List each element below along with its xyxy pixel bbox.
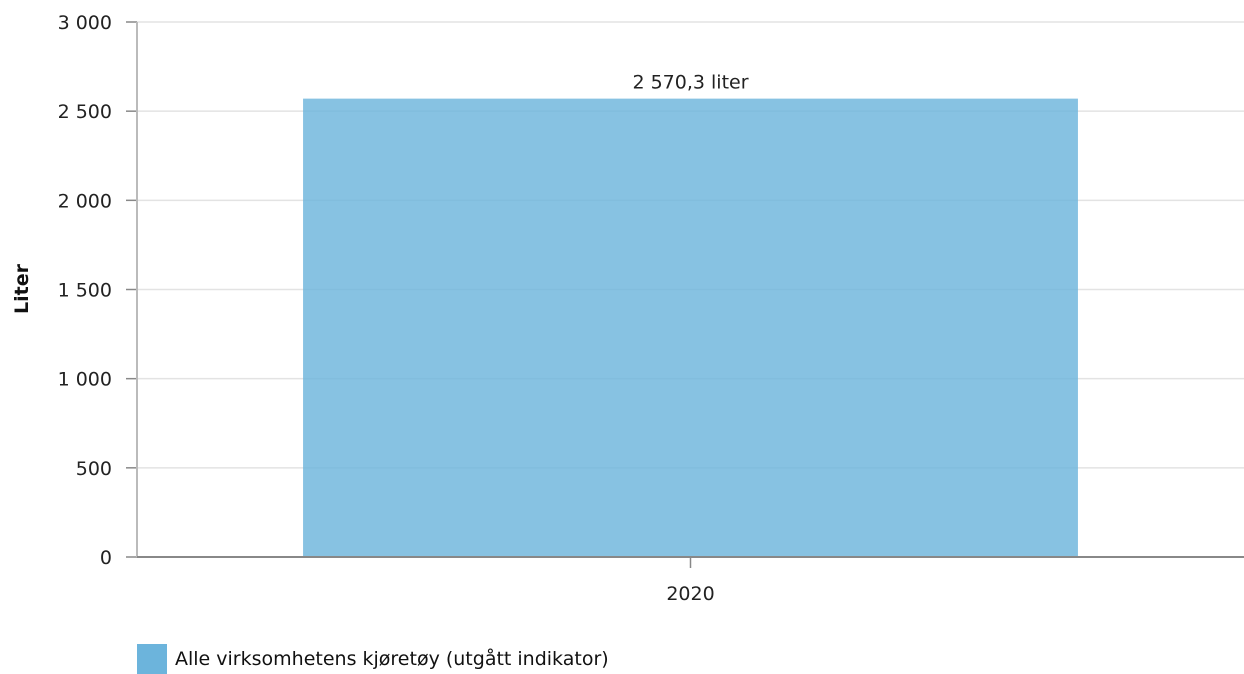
x-tick-label: 2020 (666, 583, 714, 605)
bars (303, 98, 1078, 558)
bar-data-label: 2 570,3 liter (632, 72, 748, 94)
y-tick-label: 0 (100, 547, 112, 569)
legend[interactable]: Alle virksomhetens kjøretøy (utgått indi… (137, 644, 609, 674)
y-tick-label: 3 000 (58, 12, 112, 34)
y-tick-label: 1 000 (58, 369, 112, 391)
bar-chart: 0 500 1 000 1 500 2 000 2 500 3 000 2 570,3 lit… (11, 12, 1244, 605)
y-axis-title: Liter (11, 263, 33, 314)
labels: 0 500 1 000 1 500 2 000 2 500 3 000 2 570,3 lit… (58, 12, 749, 605)
legend-label: Alle virksomhetens kjøretøy (utgått indi… (175, 648, 609, 670)
axes (126, 21, 1244, 568)
y-tick-label: 500 (76, 458, 112, 480)
y-tick-label: 2 500 (58, 101, 112, 123)
y-tick-label: 1 500 (58, 280, 112, 302)
legend-swatch (137, 644, 167, 674)
y-tick-label: 2 000 (58, 190, 112, 212)
bar[interactable] (303, 98, 1078, 558)
